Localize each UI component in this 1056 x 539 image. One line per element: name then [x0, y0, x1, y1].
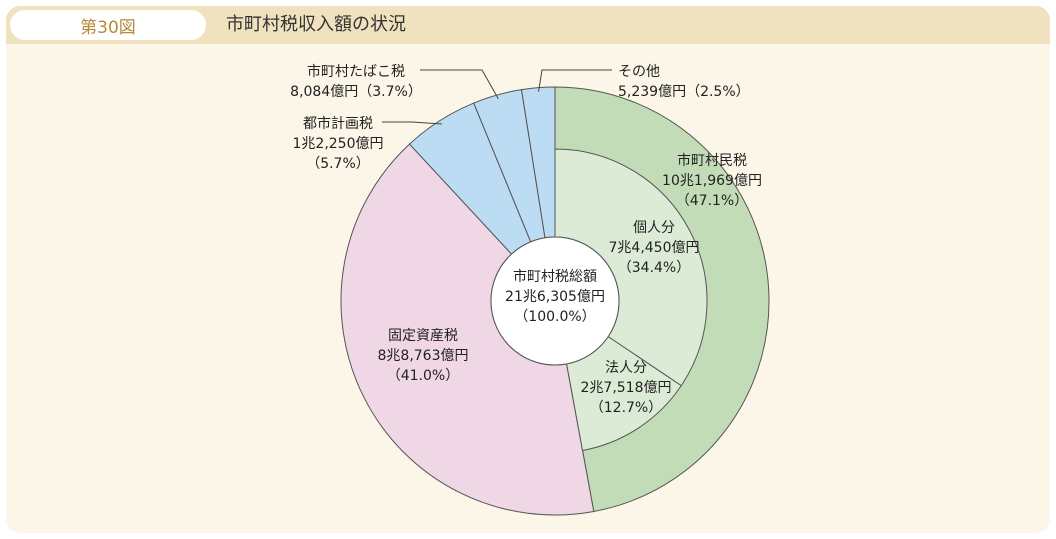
label-shichosonminzei-line-1: 10兆1,969億円 — [662, 173, 762, 189]
label-shichosonminzei-line-0: 市町村民税 — [677, 152, 747, 169]
leader-lines — [382, 69, 612, 125]
label-hojinbun-line-0: 法人分 — [605, 360, 647, 376]
figure-title: 市町村税収入額の状況 — [226, 14, 406, 35]
label-toshikeikakuzei-line-0: 都市計画税 — [303, 115, 373, 132]
label-hojinbun-line-1: 2兆7,518億円 — [581, 380, 672, 396]
label-tabakozei-line-1: 8,084億円（3.7%） — [290, 84, 422, 100]
figure-number: 第30図 — [10, 10, 206, 40]
label-hojinbun-line-2: （12.7%） — [590, 400, 662, 416]
label-sonota-line-0: その他 — [618, 64, 660, 80]
leader-toshikeikakuzei — [382, 121, 442, 125]
center-hole — [490, 236, 620, 366]
label-kojinbun-line-2: （34.4%） — [618, 260, 690, 276]
label-kojinbun-line-0: 個人分 — [633, 220, 675, 236]
label-kojinbun-line-1: 7兆4,450億円 — [609, 240, 700, 256]
label-koteishisanzei-line-1: 8兆8,763億円 — [378, 348, 469, 364]
chart-labels: 市町村民税 10兆1,969億円 （47.1%）個人分 7兆4,450億円 （34.4%… — [290, 63, 762, 416]
label-tabakozei-line-0: 市町村たばこ税 — [307, 63, 405, 80]
label-koteishisanzei-line-2: （41.0%） — [387, 368, 459, 384]
label-shichosonminzei-line-2: （47.1%） — [676, 193, 748, 209]
label-toshikeikakuzei-line-2: （5.7%） — [306, 156, 370, 172]
label-koteishisanzei-line-0: 固定資産税 — [388, 328, 458, 344]
label-total-line-0: 市町村税総額 — [513, 268, 597, 285]
label-sonota-line-1: 5,239億円（2.5%） — [618, 84, 750, 100]
label-total-line-1: 21兆6,305億円 — [505, 289, 605, 305]
leader-tabakozei — [420, 69, 499, 100]
label-total-line-2: （100.0%） — [514, 309, 595, 325]
label-toshikeikakuzei-line-1: 1兆2,250億円 — [293, 136, 384, 152]
leader-sonota — [538, 69, 612, 92]
